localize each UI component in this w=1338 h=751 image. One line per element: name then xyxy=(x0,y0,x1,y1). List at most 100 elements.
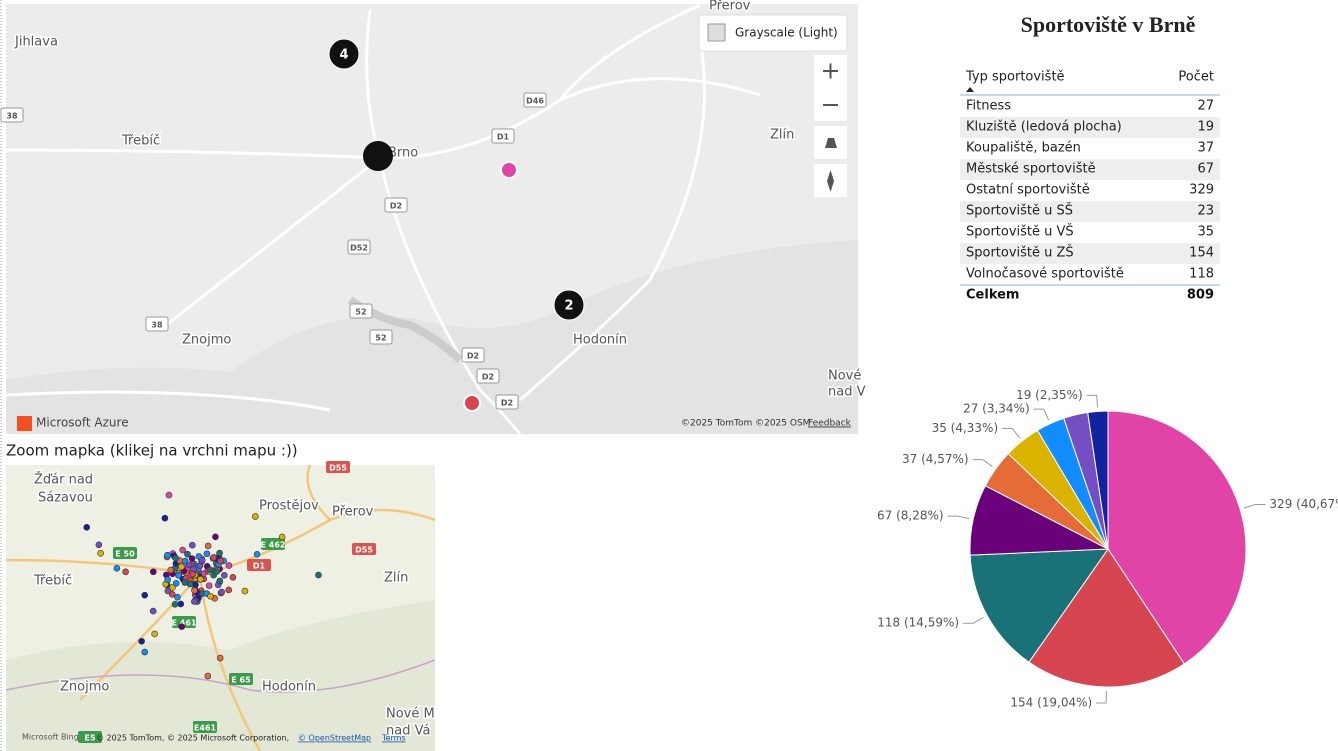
road-shield xyxy=(384,197,408,213)
road-shield xyxy=(523,92,547,108)
leader-line xyxy=(1002,427,1021,439)
road-shield-label: D55 xyxy=(329,464,347,473)
data-label: 329 (40,67%) xyxy=(1269,497,1338,511)
cell: Městské sportoviště xyxy=(966,162,1096,177)
cluster-count: 2 xyxy=(564,299,573,314)
cell: 329 xyxy=(1189,183,1214,198)
road-shield-label: D46 xyxy=(526,97,544,106)
road-shield xyxy=(247,559,271,571)
road-shield xyxy=(495,394,519,410)
facility-dot xyxy=(141,648,149,656)
place-label: Prostějov xyxy=(259,499,319,514)
facility-dot xyxy=(315,571,322,579)
cell: 19 xyxy=(1197,120,1214,135)
place-label: nad Vá xyxy=(386,724,430,739)
place-label: Brno xyxy=(388,146,418,161)
ms-logo xyxy=(17,416,32,431)
facility-dot xyxy=(164,587,172,595)
osm-link[interactable]: © OpenStreetMap xyxy=(298,734,371,743)
place-label: Zlín xyxy=(384,571,408,586)
facility-dot xyxy=(113,565,121,572)
road-shield xyxy=(352,543,376,555)
facility-dot xyxy=(181,579,189,586)
cell: Sportoviště u SŠ xyxy=(966,203,1073,219)
road-shield xyxy=(349,303,373,319)
feedback-link[interactable]: Feedback xyxy=(808,419,852,429)
facility-dot xyxy=(168,590,176,598)
facility-dot xyxy=(197,575,204,583)
road-shield-label: D1 xyxy=(253,562,266,571)
road-shield-label: E 461 xyxy=(172,619,197,628)
roads xyxy=(5,464,436,751)
cell: Sportoviště u VŠ xyxy=(966,224,1074,240)
road-shield xyxy=(78,731,102,743)
pie-slice xyxy=(1087,410,1109,550)
facility-dot xyxy=(191,587,198,594)
road-shield-label: 52 xyxy=(375,334,386,343)
facility-dot xyxy=(189,570,197,578)
facility-dot xyxy=(177,600,185,608)
header-cell: Počet xyxy=(1178,70,1214,85)
row-bg xyxy=(960,243,1220,264)
place-label: nad V xyxy=(828,385,866,400)
facility-dot xyxy=(210,554,217,561)
road-shield-label: E5 xyxy=(84,734,95,743)
data-label: 37 (4,57%) xyxy=(902,452,969,466)
leader-line xyxy=(1086,394,1099,408)
facility-dot xyxy=(178,563,185,571)
road-shield-label: D55 xyxy=(355,546,373,555)
facility-dot xyxy=(191,598,198,605)
leader-line xyxy=(1243,503,1266,509)
facility-dot xyxy=(171,601,179,608)
facility-dot xyxy=(188,555,196,562)
data-label: 27 (3,34%) xyxy=(963,402,1030,416)
place-label: Nové M xyxy=(386,707,435,722)
road-shield xyxy=(261,538,285,550)
cluster xyxy=(328,38,360,70)
map-attribution: © 2025 TomTom, © 2025 Microsoft Corporat… xyxy=(96,734,289,743)
facility-dot xyxy=(122,568,129,576)
pie-slice xyxy=(969,548,1109,663)
facility-dot xyxy=(149,607,157,615)
facility-dot xyxy=(205,582,213,589)
facility-dot xyxy=(151,630,158,638)
facility-dot xyxy=(218,588,225,596)
road-shield-label: D2 xyxy=(482,373,494,382)
zoom-icons[interactable] xyxy=(823,63,838,106)
cluster-count: 4 xyxy=(339,48,348,63)
road-shield-label: 38 xyxy=(6,112,18,121)
road-shield-label: E 50 xyxy=(115,550,135,559)
region xyxy=(6,600,435,751)
zoom-controls[interactable] xyxy=(814,55,847,197)
top-map[interactable]: Přerov Jihlava Třebíč Brno Zlín Znojmo Hodonín… xyxy=(0,0,867,435)
place-label: Sázavou xyxy=(38,491,93,506)
place-label: Jihlava xyxy=(14,35,58,50)
road-shield-label: E 462 xyxy=(261,541,286,550)
pitch-icon xyxy=(825,138,837,148)
facility-dot xyxy=(221,571,228,579)
facility-dot xyxy=(164,576,171,583)
road-shield xyxy=(369,329,393,345)
facility-dot xyxy=(206,566,214,574)
facility-dot xyxy=(178,623,186,630)
facility-dot xyxy=(241,587,249,595)
road-shield xyxy=(172,616,196,628)
map-logo: Microsoft Azure xyxy=(36,416,129,430)
style-button[interactable] xyxy=(698,14,848,52)
road-shield xyxy=(0,107,24,123)
data-label: 67 (8,28%) xyxy=(877,509,944,523)
facility-dot xyxy=(198,556,206,564)
facility-dot xyxy=(179,546,186,554)
road-shield xyxy=(476,368,500,384)
facility-dot xyxy=(161,514,169,522)
facility-dot xyxy=(207,592,214,600)
facility-dot xyxy=(184,550,191,558)
cell: 154 xyxy=(1189,246,1214,261)
road-shield-label: D2 xyxy=(467,352,479,361)
terms-link[interactable]: Terms xyxy=(381,734,406,743)
place-label: Přerov xyxy=(709,0,751,14)
facility-dot xyxy=(278,533,286,541)
facility-dot xyxy=(172,579,180,587)
total-cell: Celkem xyxy=(966,288,1019,303)
header-cell: Typ sportoviště xyxy=(965,70,1065,85)
